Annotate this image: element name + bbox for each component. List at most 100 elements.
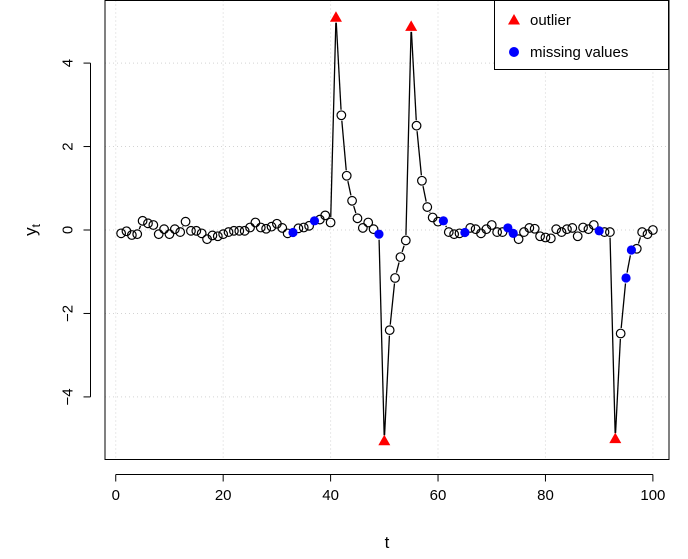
- missing-value-point-t90: [594, 226, 604, 236]
- missing-value-point-t74: [508, 228, 518, 238]
- data-point-t51: [384, 325, 395, 336]
- series-segment-41: [341, 120, 347, 171]
- y-axis-title-main: y: [21, 227, 40, 236]
- grid-layer: [105, 0, 669, 460]
- data-point-t86: [572, 231, 583, 242]
- legend-missing-marker: [509, 47, 519, 57]
- y-tick-label-3: 2: [60, 142, 77, 150]
- x-tick-label-5: 100: [640, 487, 665, 504]
- series-segment-51: [395, 262, 400, 273]
- outlier-markers-layer: [329, 11, 622, 446]
- missing-value-point-t95: [621, 273, 631, 283]
- observed-points-layer: [116, 110, 658, 339]
- data-point-t52: [390, 273, 400, 283]
- data-point-t39: [320, 210, 331, 221]
- series-segment-48: [378, 239, 385, 436]
- series-segment-56: [422, 186, 427, 202]
- x-tick-label-1: 20: [215, 487, 232, 504]
- series-line-layer: [138, 22, 642, 436]
- data-point-t3: [126, 230, 137, 240]
- data-point-t48: [368, 224, 379, 235]
- series-segment-3: [138, 225, 142, 230]
- data-point-t63: [449, 229, 460, 240]
- data-point-t26: [250, 217, 261, 228]
- outlier-marker-t93: [609, 432, 622, 444]
- data-point-t71: [492, 227, 503, 237]
- data-point-t53: [395, 252, 406, 263]
- data-point-t100: [647, 225, 658, 235]
- series-segment-93: [620, 283, 627, 329]
- data-point-t11: [169, 224, 180, 235]
- data-point-t18: [207, 230, 218, 241]
- data-point-t98: [637, 227, 648, 237]
- data-point-t8: [153, 229, 164, 240]
- data-point-t16: [196, 228, 207, 239]
- missing-value-point-t96: [626, 245, 637, 255]
- data-point-t43: [341, 170, 352, 181]
- legend-outlier-marker: [508, 14, 520, 25]
- data-point-t25: [245, 222, 255, 233]
- x-tick-label-0: 0: [112, 487, 120, 504]
- series-segment-54: [410, 31, 417, 121]
- series-segment-52: [401, 245, 405, 253]
- data-point-t13: [180, 216, 191, 227]
- series-segment-49: [383, 335, 391, 436]
- y-axis: −4 −2 0 2 4: [60, 59, 91, 405]
- series-segment-39: [330, 22, 337, 218]
- data-point-t6: [143, 218, 153, 229]
- data-point-t94: [615, 328, 626, 339]
- legend-outlier-label: outlier: [530, 12, 571, 29]
- data-point-t7: [148, 220, 159, 230]
- data-point-t89: [588, 220, 599, 230]
- data-point-t1: [116, 228, 127, 239]
- missing-value-point-t65: [460, 227, 470, 238]
- legend-box: [494, 0, 669, 70]
- data-point-t42: [336, 110, 347, 121]
- series-segment-50: [389, 283, 396, 325]
- data-point-t84: [562, 224, 572, 235]
- data-point-t40: [325, 217, 336, 228]
- x-tick-label-3: 60: [430, 487, 447, 504]
- missing-value-point-t61: [438, 216, 448, 226]
- data-point-t57: [417, 175, 427, 186]
- data-point-t54: [400, 235, 411, 246]
- series-segment-53: [405, 31, 412, 235]
- series-segment-55: [416, 131, 423, 176]
- data-point-t24: [239, 225, 250, 236]
- y-tick-label-0: −4: [60, 388, 77, 405]
- y-tick-label-1: −2: [60, 305, 77, 322]
- outlier-marker-t41: [329, 11, 342, 22]
- data-point-t31: [277, 223, 288, 233]
- data-point-t77: [524, 223, 535, 233]
- data-point-t56: [411, 120, 422, 131]
- data-point-t36: [304, 220, 315, 231]
- missing-value-point-t33: [288, 227, 298, 238]
- data-point-t92: [605, 227, 615, 237]
- legend: outlier missing values: [494, 0, 669, 70]
- data-point-t81: [545, 233, 556, 244]
- data-point-t4: [132, 229, 143, 240]
- series-segment-92: [614, 338, 622, 434]
- series-segment-96: [637, 237, 642, 244]
- missing-value-point-t37: [309, 216, 320, 226]
- missing-value-point-t49: [374, 229, 384, 239]
- data-point-t58: [422, 202, 433, 212]
- data-point-t79: [535, 231, 545, 242]
- plot-frame: [104, 0, 670, 460]
- series-segment-40: [335, 22, 342, 110]
- data-point-t44: [347, 195, 357, 206]
- x-axis-title: t: [385, 533, 390, 552]
- legend-missing-label: missing values: [530, 44, 628, 61]
- data-point-t70: [486, 220, 497, 230]
- series-segment-60: [445, 225, 447, 228]
- y-axis-title-subscript: t: [29, 223, 43, 227]
- data-point-t12: [175, 227, 186, 237]
- data-point-t82: [551, 224, 562, 235]
- data-point-t5: [137, 215, 148, 226]
- data-point-t66: [465, 223, 476, 233]
- data-point-t46: [357, 223, 368, 233]
- data-point-t62: [443, 227, 454, 237]
- data-point-t80: [540, 232, 551, 243]
- y-tick-label-4: 4: [60, 59, 77, 67]
